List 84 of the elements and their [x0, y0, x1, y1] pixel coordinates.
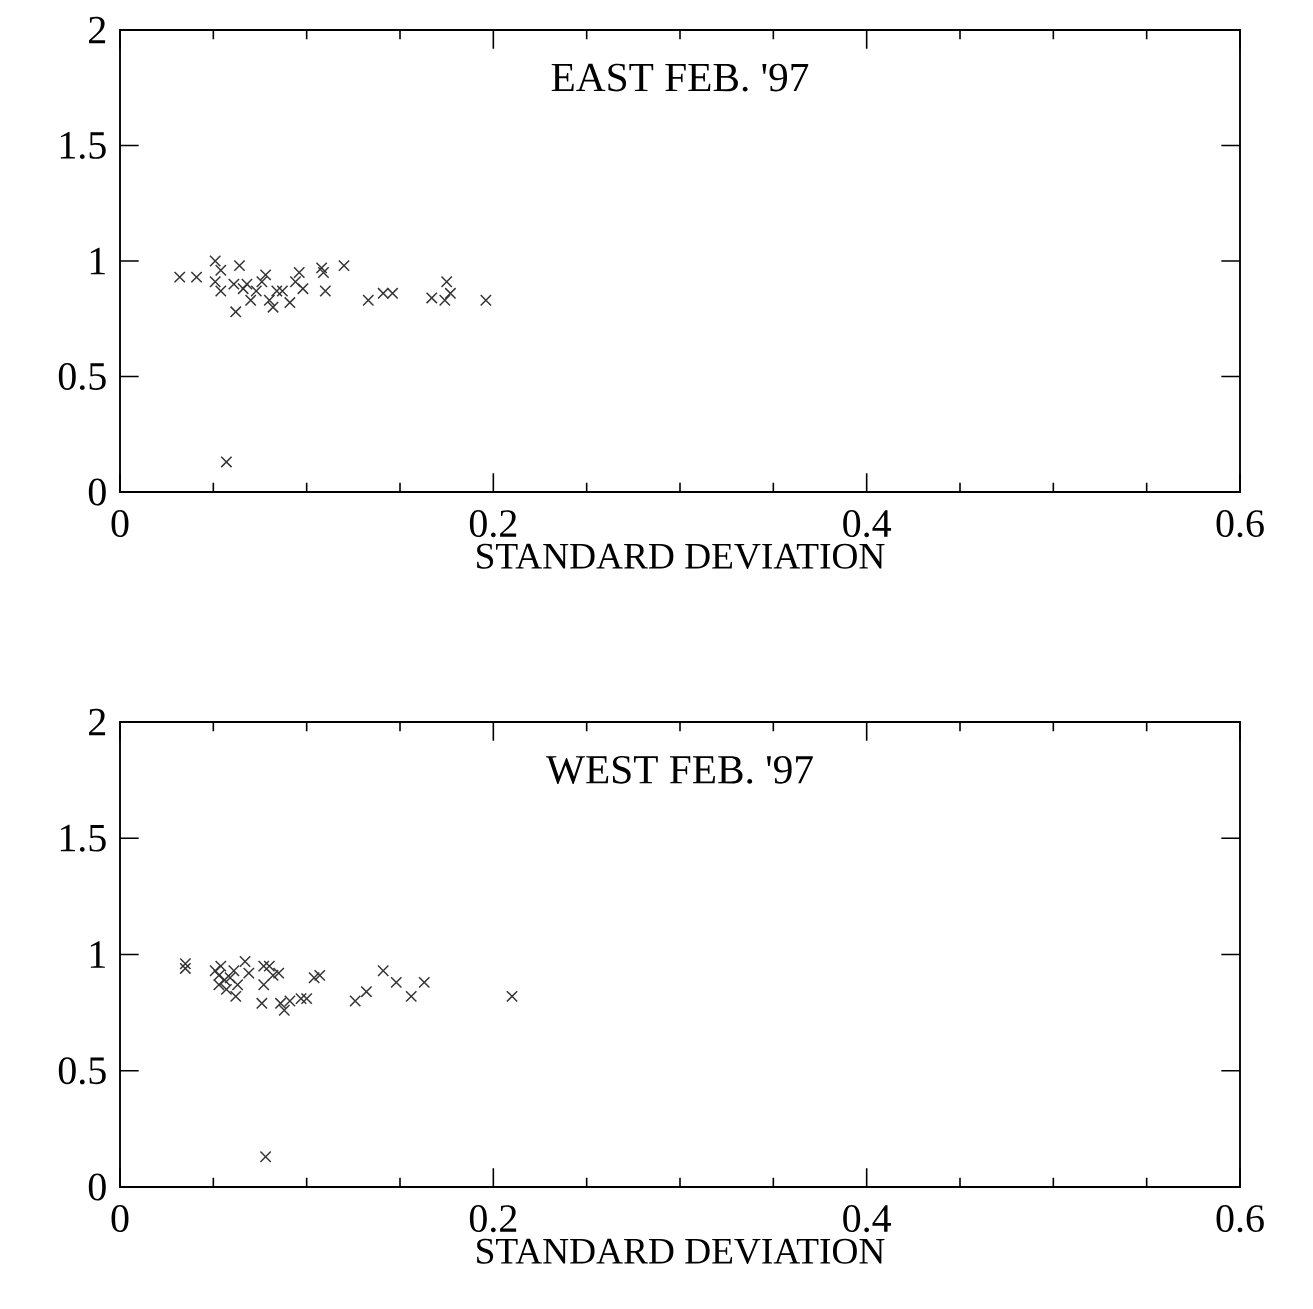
point: [179, 957, 192, 970]
point: [209, 964, 222, 977]
x-tick-label: 0.6: [1216, 1205, 1264, 1233]
point: [300, 992, 313, 1005]
y-tick-label: 2: [89, 16, 106, 44]
point: [418, 976, 431, 989]
point: [214, 285, 227, 297]
point: [255, 275, 268, 288]
point: [263, 960, 276, 973]
point: [270, 285, 283, 297]
point: [231, 978, 244, 991]
point: [214, 264, 227, 277]
point: [479, 294, 492, 307]
point: [267, 969, 279, 982]
point: [244, 294, 257, 307]
point: [293, 266, 306, 279]
point: [440, 275, 453, 288]
y-tick-label: 1: [90, 247, 105, 275]
point: [267, 301, 279, 314]
point: [229, 990, 242, 1003]
point: [283, 296, 296, 309]
x-tick-label: 0.2: [469, 510, 517, 538]
x-tick-label: 0: [111, 1205, 129, 1233]
point: [405, 990, 418, 1003]
y-tick-label: 2: [89, 708, 106, 736]
point: [213, 978, 225, 991]
point: [360, 985, 373, 998]
point: [239, 955, 251, 968]
point: [255, 997, 268, 1010]
point: [297, 282, 309, 295]
text: EAST FEB. '97: [551, 63, 809, 92]
point: [259, 268, 272, 281]
y-tick-label: 0: [88, 1173, 106, 1201]
point: [315, 261, 328, 274]
point: [276, 285, 289, 297]
x-tick-label: 0.2: [469, 1205, 517, 1233]
point: [338, 259, 350, 272]
point: [242, 967, 255, 980]
x-tick-label: 0: [111, 510, 129, 538]
point: [214, 960, 227, 973]
y-tick-label: 0.5: [58, 362, 106, 391]
point: [425, 292, 438, 304]
point: [190, 271, 203, 284]
y-tick-label: 0: [88, 478, 106, 506]
text: WEST FEB. '97: [546, 755, 813, 784]
point: [179, 962, 192, 975]
x-axis-title: STANDARD DEVIATION: [477, 1238, 885, 1264]
point: [319, 285, 332, 297]
point: [390, 976, 403, 989]
point: [278, 1004, 291, 1017]
point: [209, 275, 222, 288]
x-axis-title: STANDARD DEVIATION: [477, 543, 885, 569]
point: [257, 978, 270, 991]
point: [218, 974, 231, 986]
point: [259, 1150, 272, 1163]
point: [220, 456, 233, 468]
point: [438, 294, 451, 307]
point: [233, 259, 246, 272]
point: [362, 294, 375, 307]
y-tick-label: 0.5: [58, 1057, 106, 1085]
point: [349, 995, 362, 1007]
y-tick-label: 1.5: [60, 824, 106, 852]
point: [173, 271, 186, 284]
point: [257, 960, 270, 973]
x-tick-label: 0.4: [843, 510, 892, 538]
point: [377, 964, 390, 977]
point: [263, 294, 276, 307]
point: [506, 990, 518, 1003]
y-tick-label: 1: [90, 941, 105, 968]
point: [444, 287, 457, 300]
x-tick-label: 0.6: [1216, 510, 1264, 538]
point: [289, 275, 302, 288]
point: [272, 967, 285, 980]
point: [220, 983, 233, 996]
point: [317, 266, 330, 279]
x-tick-label: 0.4: [843, 1205, 892, 1233]
point: [308, 971, 321, 984]
point: [250, 285, 263, 297]
point: [227, 964, 240, 977]
point: [209, 255, 222, 267]
point: [313, 969, 326, 982]
point: [229, 305, 242, 318]
point: [237, 282, 250, 295]
y-tick-label: 1.5: [60, 131, 106, 159]
